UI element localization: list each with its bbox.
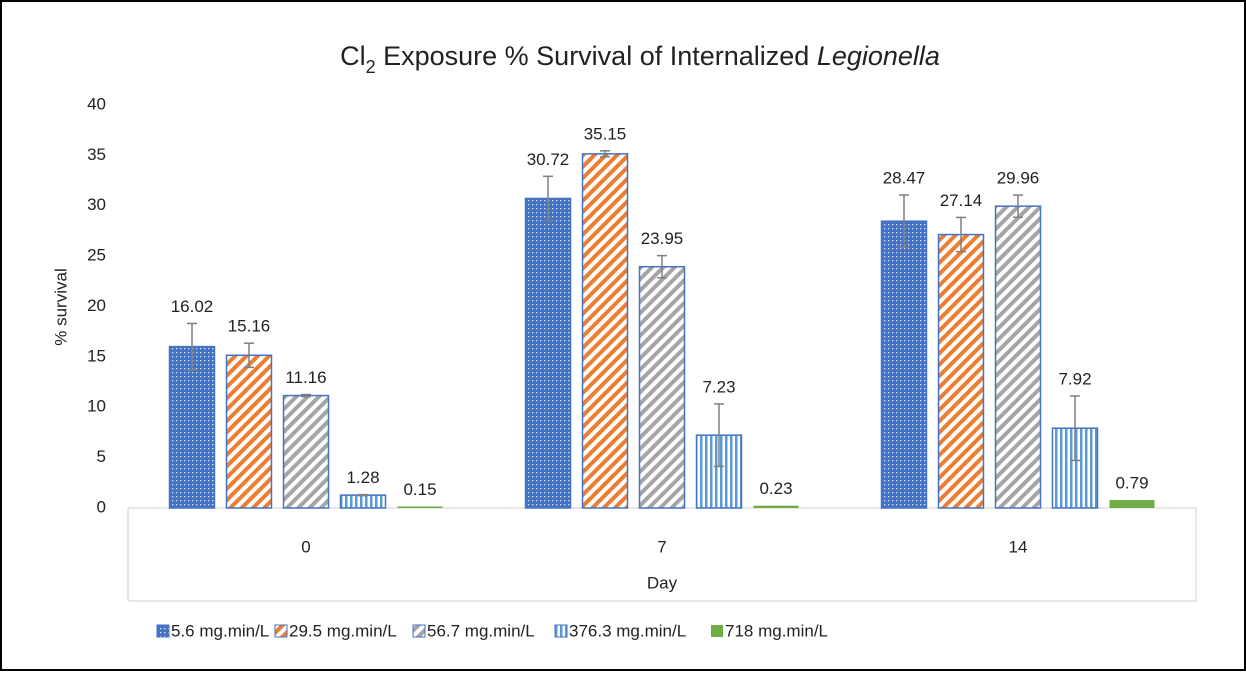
error-bar	[543, 175, 553, 222]
data-label: 0.23	[759, 479, 792, 498]
x-tick-label: 14	[1009, 537, 1028, 556]
data-label: 28.47	[883, 168, 926, 187]
bar	[339, 494, 387, 509]
data-label: 35.15	[584, 124, 627, 143]
bar	[1109, 500, 1155, 508]
error-bar	[899, 194, 909, 249]
bar	[994, 205, 1042, 509]
bar	[753, 505, 799, 508]
y-axis-label: % survival	[51, 268, 70, 345]
legend-swatch	[412, 624, 426, 638]
error-bar	[956, 216, 966, 253]
bar	[168, 345, 216, 509]
bar	[880, 220, 928, 509]
data-label: 30.72	[527, 150, 570, 169]
chart-title: Cl2 Exposure % Survival of Internalized …	[340, 41, 940, 77]
y-tick-label: 30	[87, 195, 106, 214]
error-bar	[1070, 395, 1080, 462]
bar	[524, 197, 572, 509]
error-bar	[244, 342, 254, 369]
y-tick-label: 25	[87, 246, 106, 265]
category-box	[127, 508, 1197, 602]
data-label: 7.23	[702, 377, 735, 396]
y-tick-label: 20	[87, 296, 106, 315]
data-label: 0.79	[1115, 474, 1148, 493]
y-tick-label: 5	[97, 447, 106, 466]
legend-swatch	[554, 624, 568, 638]
error-bar	[657, 254, 667, 279]
data-label: 23.95	[641, 229, 684, 248]
y-tick-label: 10	[87, 397, 106, 416]
error-bar	[187, 322, 197, 371]
title-part: Exposure % Survival of Internalized	[376, 41, 817, 71]
data-label: 7.92	[1058, 369, 1091, 388]
error-bar	[301, 393, 311, 398]
bar	[937, 233, 985, 509]
legend-label: 56.7 mg.min/L	[427, 621, 535, 640]
legend-label: 29.5 mg.min/L	[289, 621, 397, 640]
x-tick-label: 0	[301, 537, 310, 556]
y-tick-label: 40	[87, 94, 106, 113]
x-tick-label: 7	[657, 537, 666, 556]
legend-label: 376.3 mg.min/L	[569, 621, 686, 640]
data-label: 16.02	[171, 297, 214, 316]
bar	[638, 265, 686, 509]
title-part: Cl	[340, 41, 366, 71]
legend-swatch	[711, 625, 723, 637]
y-tick-label: 0	[97, 497, 106, 516]
error-bar	[714, 403, 724, 468]
y-tick-label: 15	[87, 346, 106, 365]
legend-swatch	[156, 624, 170, 638]
data-label: 27.14	[940, 191, 983, 210]
data-label: 11.16	[285, 368, 326, 387]
data-label: 29.96	[997, 169, 1040, 188]
error-bar	[600, 150, 610, 158]
data-label: 15.16	[228, 317, 271, 336]
data-label: 0.15	[403, 480, 436, 499]
legend-swatch	[274, 624, 288, 638]
error-bar	[1013, 194, 1023, 218]
bar	[397, 506, 443, 508]
data-label: 1.28	[346, 468, 379, 487]
title-part: 2	[366, 57, 376, 77]
legend-label: 718 mg.min/L	[725, 621, 828, 640]
bar	[225, 354, 273, 509]
error-bar	[358, 493, 368, 497]
bar	[282, 394, 330, 509]
bar	[581, 153, 629, 509]
legend-label: 5.6 mg.min/L	[171, 621, 269, 640]
y-tick-label: 35	[87, 145, 106, 164]
title-part: Legionella	[817, 41, 940, 71]
x-axis-label: Day	[647, 573, 678, 592]
